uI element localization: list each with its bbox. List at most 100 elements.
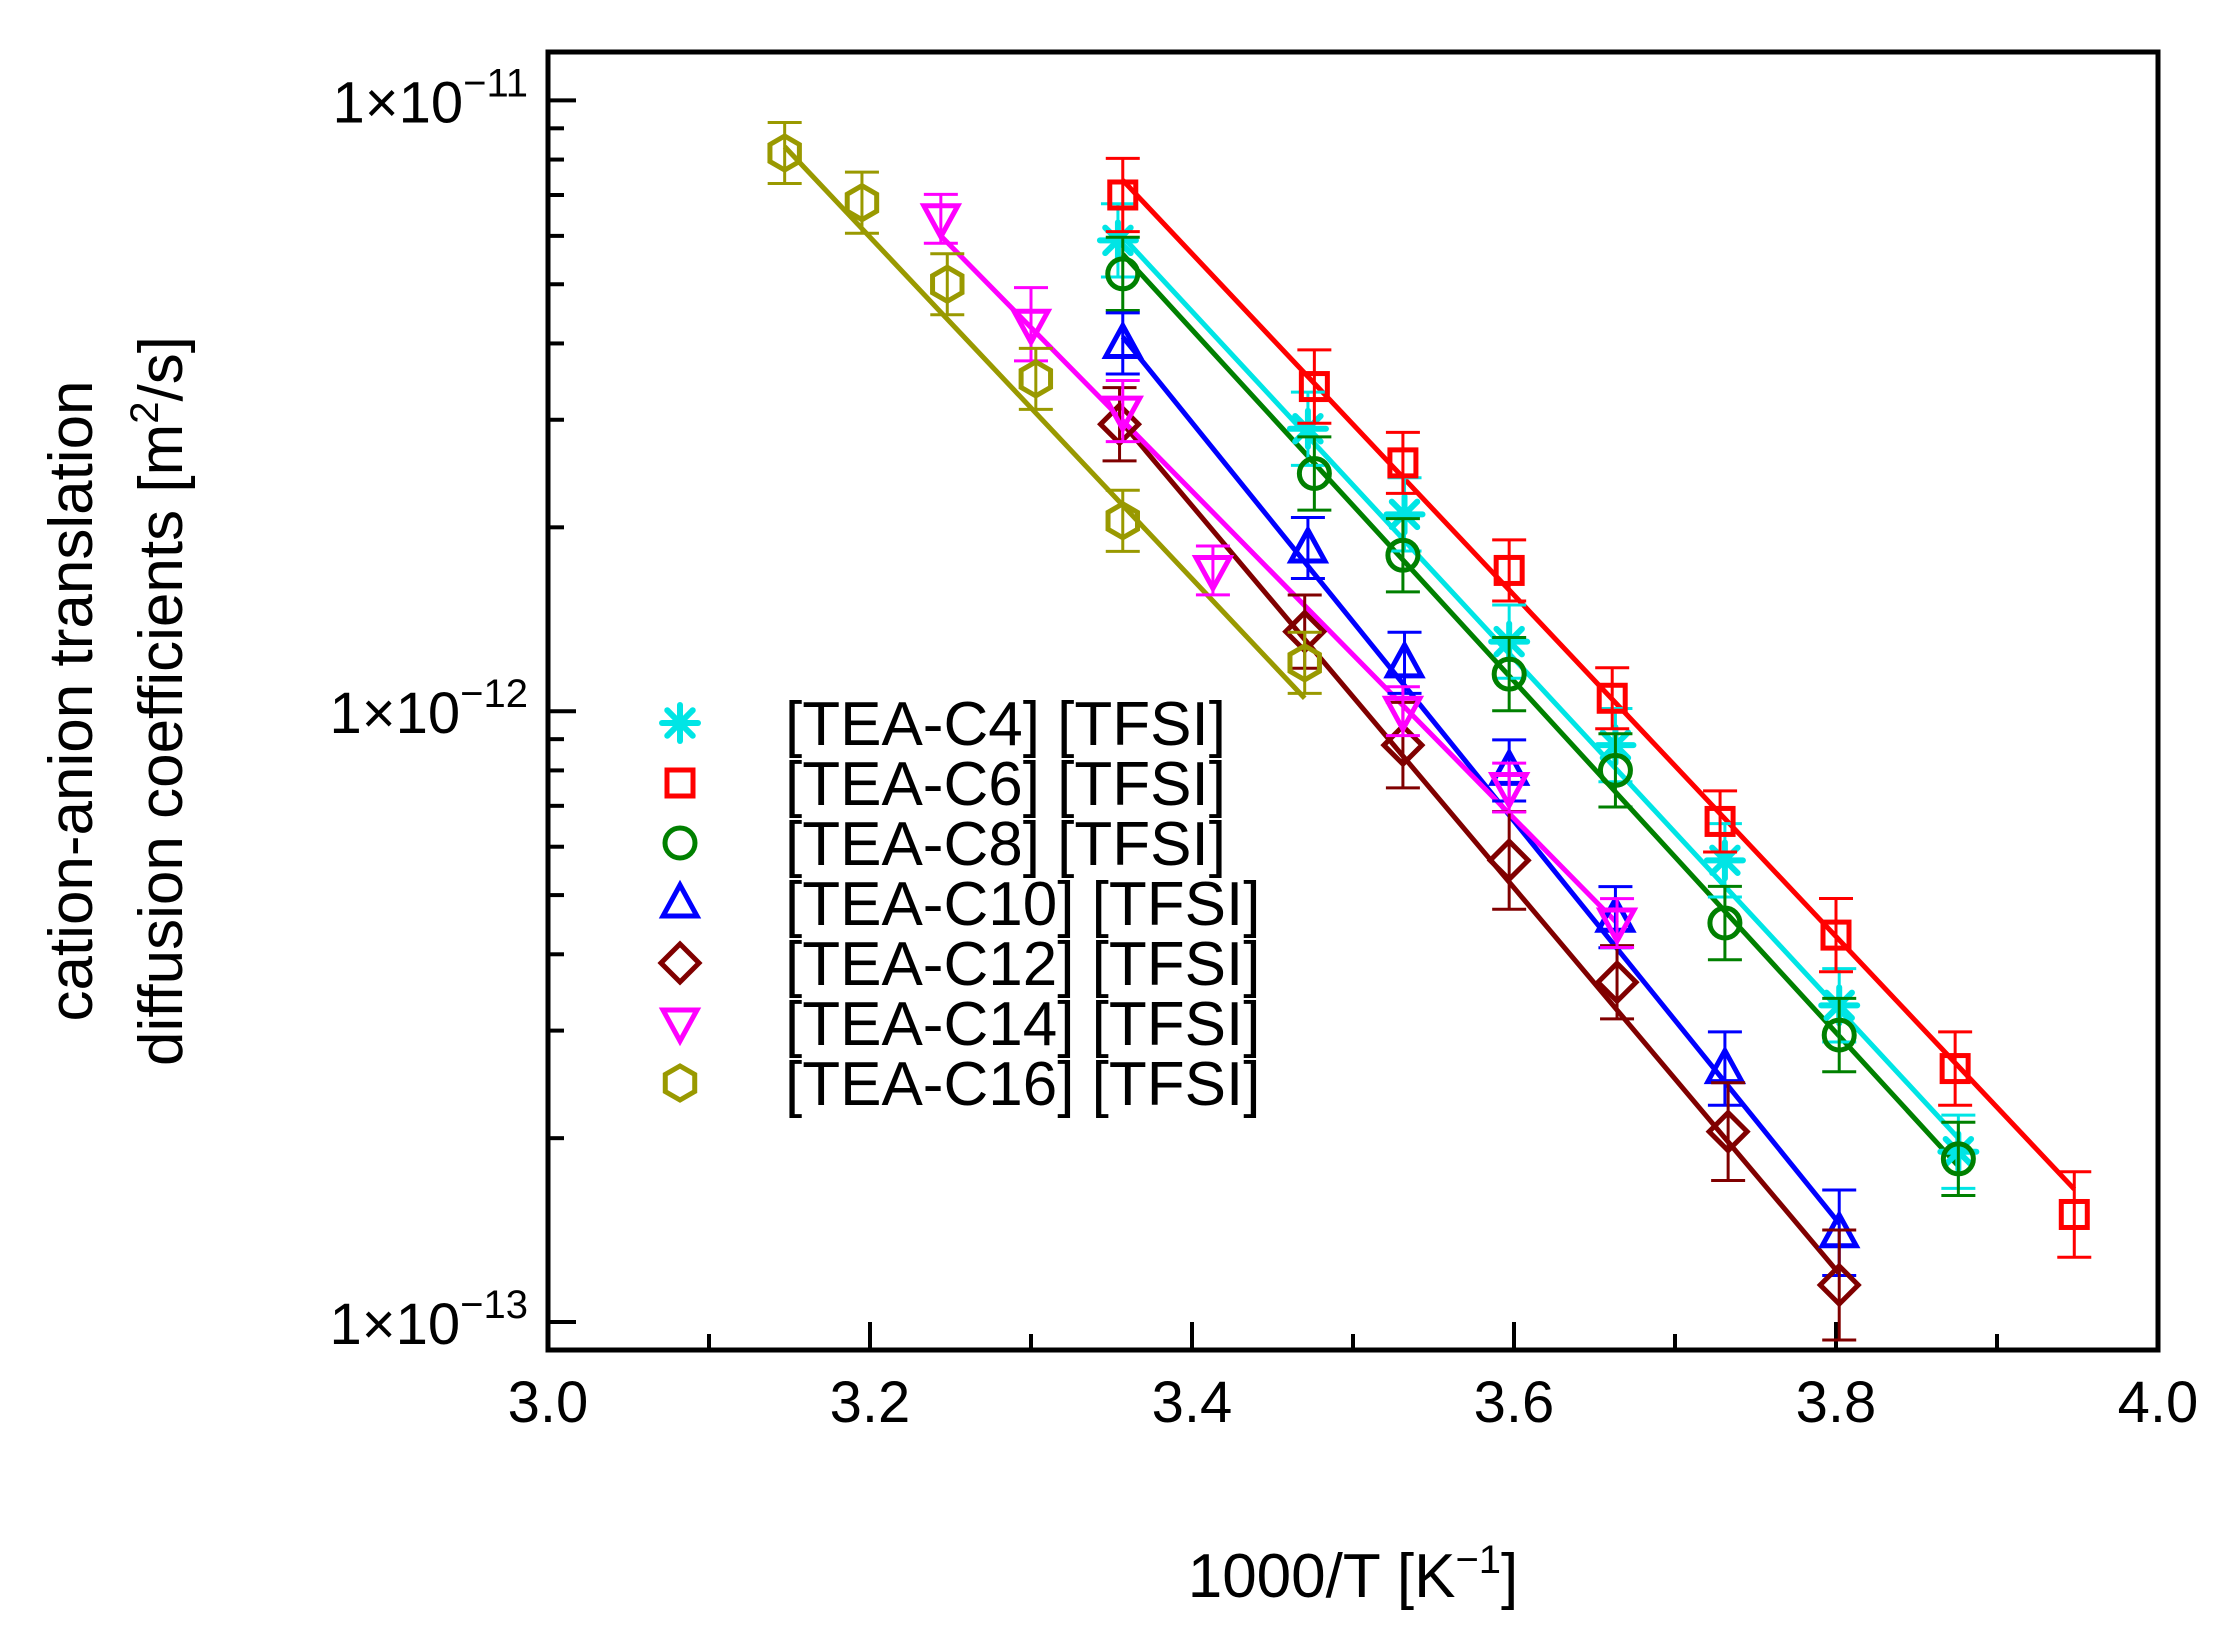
series-2-point [1707,905,1743,941]
series-6-error-bar [930,252,965,317]
x-axis-label: 1000/T [K−1] [1188,1538,1519,1611]
series-0-point [1703,839,1746,882]
series-1-error-bar [1938,1030,1973,1107]
series-6-error-bar [844,170,879,235]
series-4-point [1816,1262,1862,1308]
legend-marker [664,767,696,799]
series-4-point [1594,959,1640,1005]
legend-marker [659,702,701,744]
series-3-fit-line [1120,335,1842,1226]
y-tick-base: 1×10 [329,1292,460,1357]
series-1-point [1939,1053,1971,1085]
series-5-points [919,192,1639,949]
series-4-point [1486,837,1532,883]
y-tick-labels: 1×10−111×10−121×10−13 [329,61,528,1357]
series-6-point [1105,500,1140,541]
series-1-points [1105,156,2092,1259]
series-1-error-bar [1297,348,1332,425]
series-3-point [1101,320,1144,359]
series-1-point [1596,682,1628,714]
legend-label: [TEA-C12] [TFSI] [785,930,1260,999]
legend-marker [662,825,698,861]
series-6-error-bar [1287,630,1322,695]
legend-item: [TEA-C8] [TFSI] [662,810,1226,879]
series-1-point [1107,179,1139,211]
legend-item: [TEA-C10] [TFSI] [658,870,1260,939]
x-axis-label-sup: −1 [1455,1538,1501,1582]
x-tick-label: 4.0 [2118,1370,2199,1435]
series-0-point [1383,493,1426,536]
series-5-point [1101,395,1144,435]
y-tick-label: 1×10−11 [332,61,528,135]
series-5-point [1191,554,1235,594]
legend-item: [TEA-C4] [TFSI] [659,690,1226,759]
legend-label: [TEA-C4] [TFSI] [785,690,1226,759]
series-2-error-bar [1941,1120,1976,1198]
series-1-point [1820,919,1852,951]
y-axis-label-sup: 2 [123,402,167,424]
series-2-error-bar [1598,732,1633,809]
series-1-error-bar [1703,789,1738,854]
series-6-point [1287,642,1322,683]
series-2-fit-line [1120,252,1961,1168]
series-1-error-bar [2057,1170,2092,1259]
legend-item: [TEA-C6] [TFSI] [664,750,1226,819]
fit-lines [782,144,2077,1276]
legend-item: [TEA-C16] [TFSI] [662,1050,1260,1119]
x-tick-label: 3.0 [508,1370,589,1435]
series-6-point [767,133,802,173]
series-4-points [1097,386,1862,1342]
series-2-error-bar [1492,635,1527,713]
series-6-error-bar [767,120,802,186]
y-tick-label: 1×10−13 [329,1283,528,1357]
series-2-error-bar [1707,884,1742,962]
series-5-point [1595,907,1639,947]
series-4-point [1097,401,1143,447]
plot-frame [545,49,2161,1353]
series-4-point [1705,1109,1751,1155]
series-3-point [1594,894,1637,933]
x-tick-labels: 3.0 3.2 3.4 3.6 3.8 4.0 [508,1370,2199,1435]
series-0-point [1286,407,1329,450]
series-6-point [930,264,965,305]
series-1-point [1387,447,1419,479]
y-tick-exponent: −13 [460,1283,528,1327]
legend-label: [TEA-C16] [TFSI] [785,1050,1260,1119]
y-tick-base: 1×10 [329,681,460,746]
y-tick-exponent: −11 [463,61,528,105]
legend-label: [TEA-C14] [TFSI] [785,990,1260,1059]
series-0-point [1096,219,1139,262]
series-6-fit-line [782,144,1307,700]
y-tick-label: 1×10−12 [329,672,528,746]
series-5-fit-line [939,234,1619,925]
series-2-point [1821,1017,1857,1053]
asterisk-stroke [664,707,696,739]
y-axis-label: cation-anion translation diffusion coeff… [37,336,196,1066]
series-0-fit-line [1116,229,1961,1140]
legend-marker [662,1063,698,1103]
legend-item: [TEA-C14] [TFSI] [658,990,1260,1059]
series-4-error-bar [1711,1081,1746,1182]
series-6-point [1018,358,1054,399]
series-6-error-bar [1105,488,1140,553]
legend-label: [TEA-C10] [TFSI] [785,870,1260,939]
series-1-error-bar [1819,896,1853,974]
series-5-point [919,203,963,242]
series-6-error-bar [1018,346,1053,411]
data-points [767,120,2092,1342]
series-1-point [2058,1198,2090,1230]
series-3-point [1286,524,1330,564]
series-4-fit-line [1117,418,1842,1276]
series-2-point [1491,656,1527,692]
series-1-error-bar [1595,666,1630,731]
legend: [TEA-C4] [TFSI][TEA-C6] [TFSI][TEA-C8] [… [657,690,1260,1119]
series-2-error-bar [1297,435,1332,512]
asterisk-stroke [1388,498,1421,531]
x-tick-label: 3.6 [1474,1370,1555,1435]
legend-label: [TEA-C6] [TFSI] [785,750,1226,819]
y-axis-label-main: diffusion coefficients [m [127,424,196,1066]
series-2-point [1296,455,1332,491]
series-2-point [1105,256,1141,292]
